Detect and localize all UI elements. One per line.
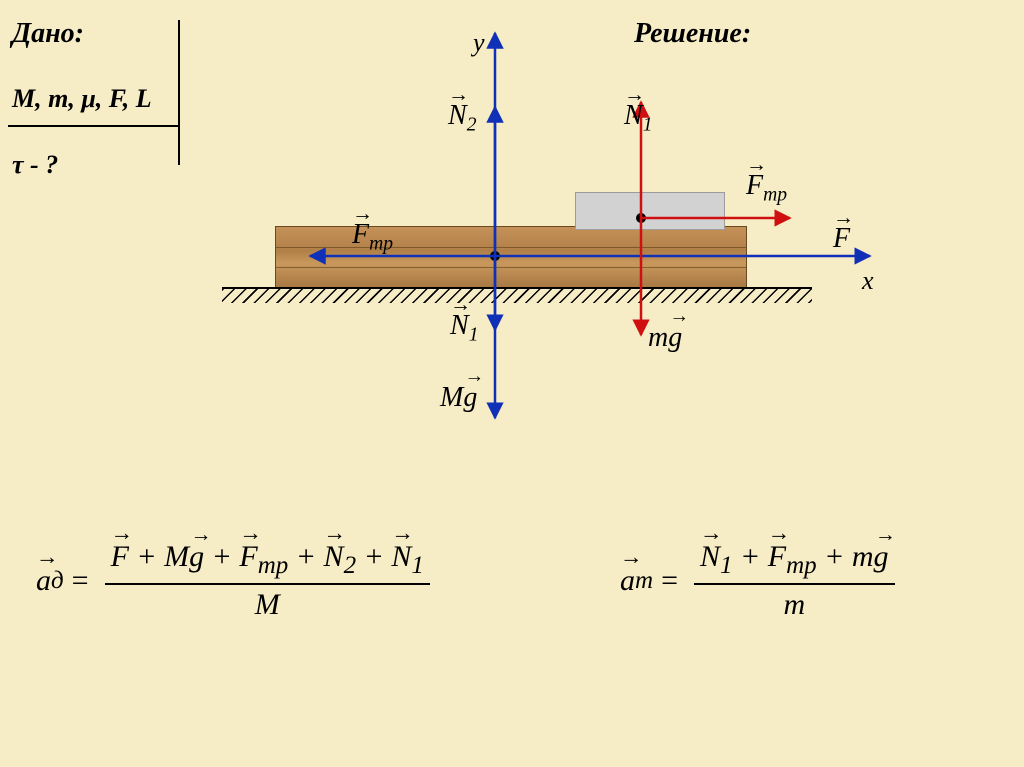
solution-label: Решение: xyxy=(634,18,751,50)
equation-am: am = N1 + Fтр + mg m xyxy=(620,540,895,622)
given-label: Дано: xyxy=(12,18,84,50)
unknown: τ - ? xyxy=(12,150,58,180)
board-center-dot xyxy=(490,251,500,261)
small-block xyxy=(575,192,725,230)
board-block xyxy=(275,226,747,288)
vectors-overlay xyxy=(0,0,1024,767)
given-box-hline xyxy=(8,125,178,127)
ground xyxy=(222,287,812,305)
equation-ad: aд = F + Mg + Fтр + N2 + N1 M xyxy=(36,540,430,622)
given-box-vline xyxy=(178,20,180,165)
label-mg: mg xyxy=(648,322,682,354)
label-Ftr-board: Fтр xyxy=(352,219,393,256)
given-vars: M, m, μ, F, L xyxy=(12,84,152,114)
small-center-dot xyxy=(636,213,646,223)
label-Mg: Mg xyxy=(440,382,477,414)
ground-hatch xyxy=(222,289,812,303)
axis-x-label: x xyxy=(862,266,874,296)
label-Ftr-small: Fтр xyxy=(746,170,787,207)
axis-y-label: y xyxy=(473,28,485,58)
label-N2: N2 xyxy=(448,100,476,137)
label-N1-top: N1 xyxy=(624,100,652,137)
label-F: F xyxy=(833,223,850,255)
label-N1-down: N1 xyxy=(450,310,478,347)
